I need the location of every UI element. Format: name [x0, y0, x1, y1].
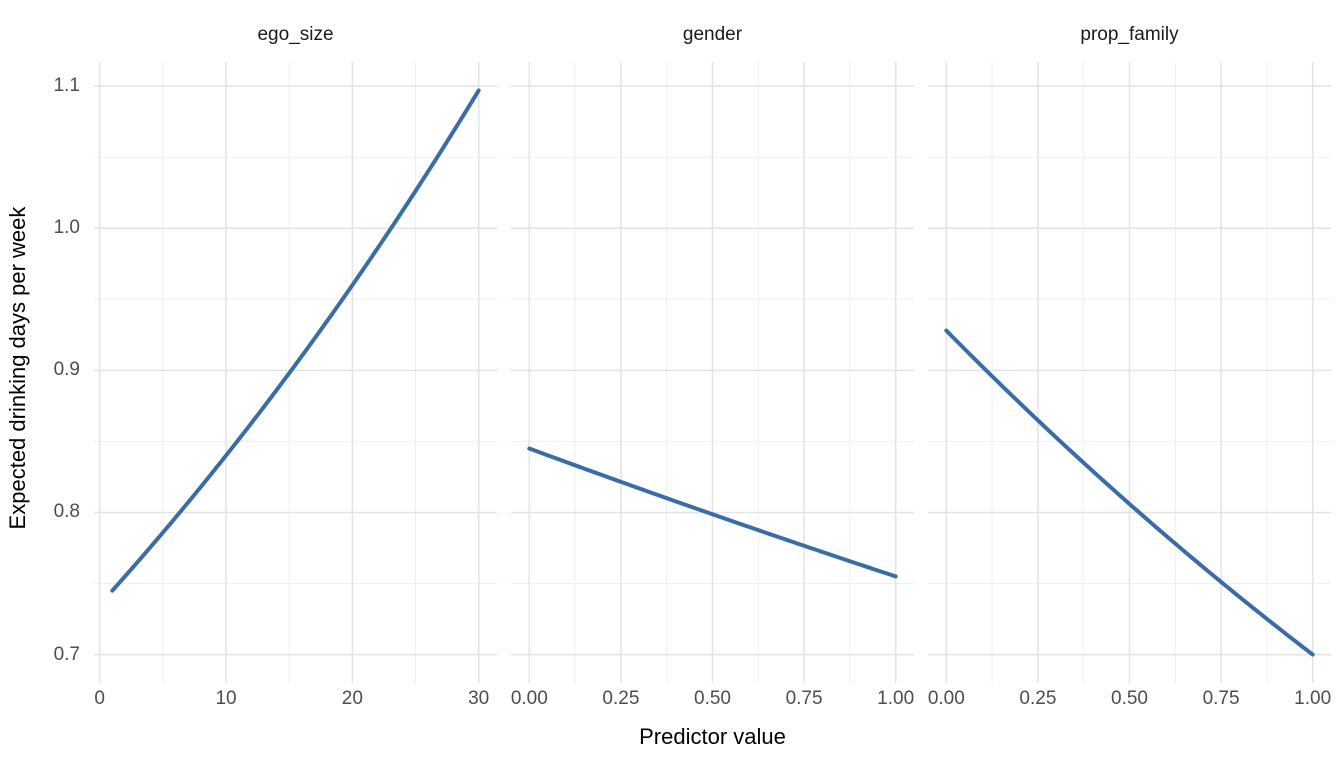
x-tick-label: 0.75	[1202, 688, 1240, 709]
x-tick-label: 0.25	[1019, 688, 1057, 709]
x-tick-label: 0.50	[1111, 688, 1148, 709]
y-tick-label: 0.8	[53, 501, 80, 523]
facet-strip-label-gender: gender	[682, 24, 743, 45]
x-tick-label: 0.00	[927, 688, 965, 709]
x-tick-label: 20	[341, 688, 363, 709]
x-tick-label: 30	[468, 688, 490, 709]
x-tick-label: 0.25	[602, 688, 640, 709]
trend-line-gender	[527, 446, 898, 579]
y-tick-label: 1.0	[53, 217, 80, 239]
x-tick-label: 0.50	[694, 688, 731, 709]
trend-line-ego_size	[110, 88, 481, 593]
facet-panel-gender	[511, 62, 914, 683]
trend-line-prop_family	[944, 328, 1315, 657]
facet-panel-ego_size	[94, 62, 497, 683]
y-tick-label: 0.7	[53, 643, 80, 665]
y-tick-label: 0.9	[53, 359, 80, 381]
x-tick-label: 10	[215, 688, 237, 709]
x-tick-label: 1.00	[877, 688, 915, 709]
x-tick-label: 0.75	[785, 688, 823, 709]
facet-strip-label-ego_size: ego_size	[257, 24, 334, 45]
x-tick-label: 0.00	[510, 688, 548, 709]
facet-strip-label-prop_family: prop_family	[1080, 24, 1179, 45]
facet-panel-prop_family	[928, 62, 1331, 683]
x-axis-title: Predictor value	[639, 724, 786, 749]
x-tick-label: 1.00	[1294, 688, 1332, 709]
y-tick-label: 1.1	[53, 75, 80, 97]
x-tick-label: 0	[94, 688, 105, 709]
